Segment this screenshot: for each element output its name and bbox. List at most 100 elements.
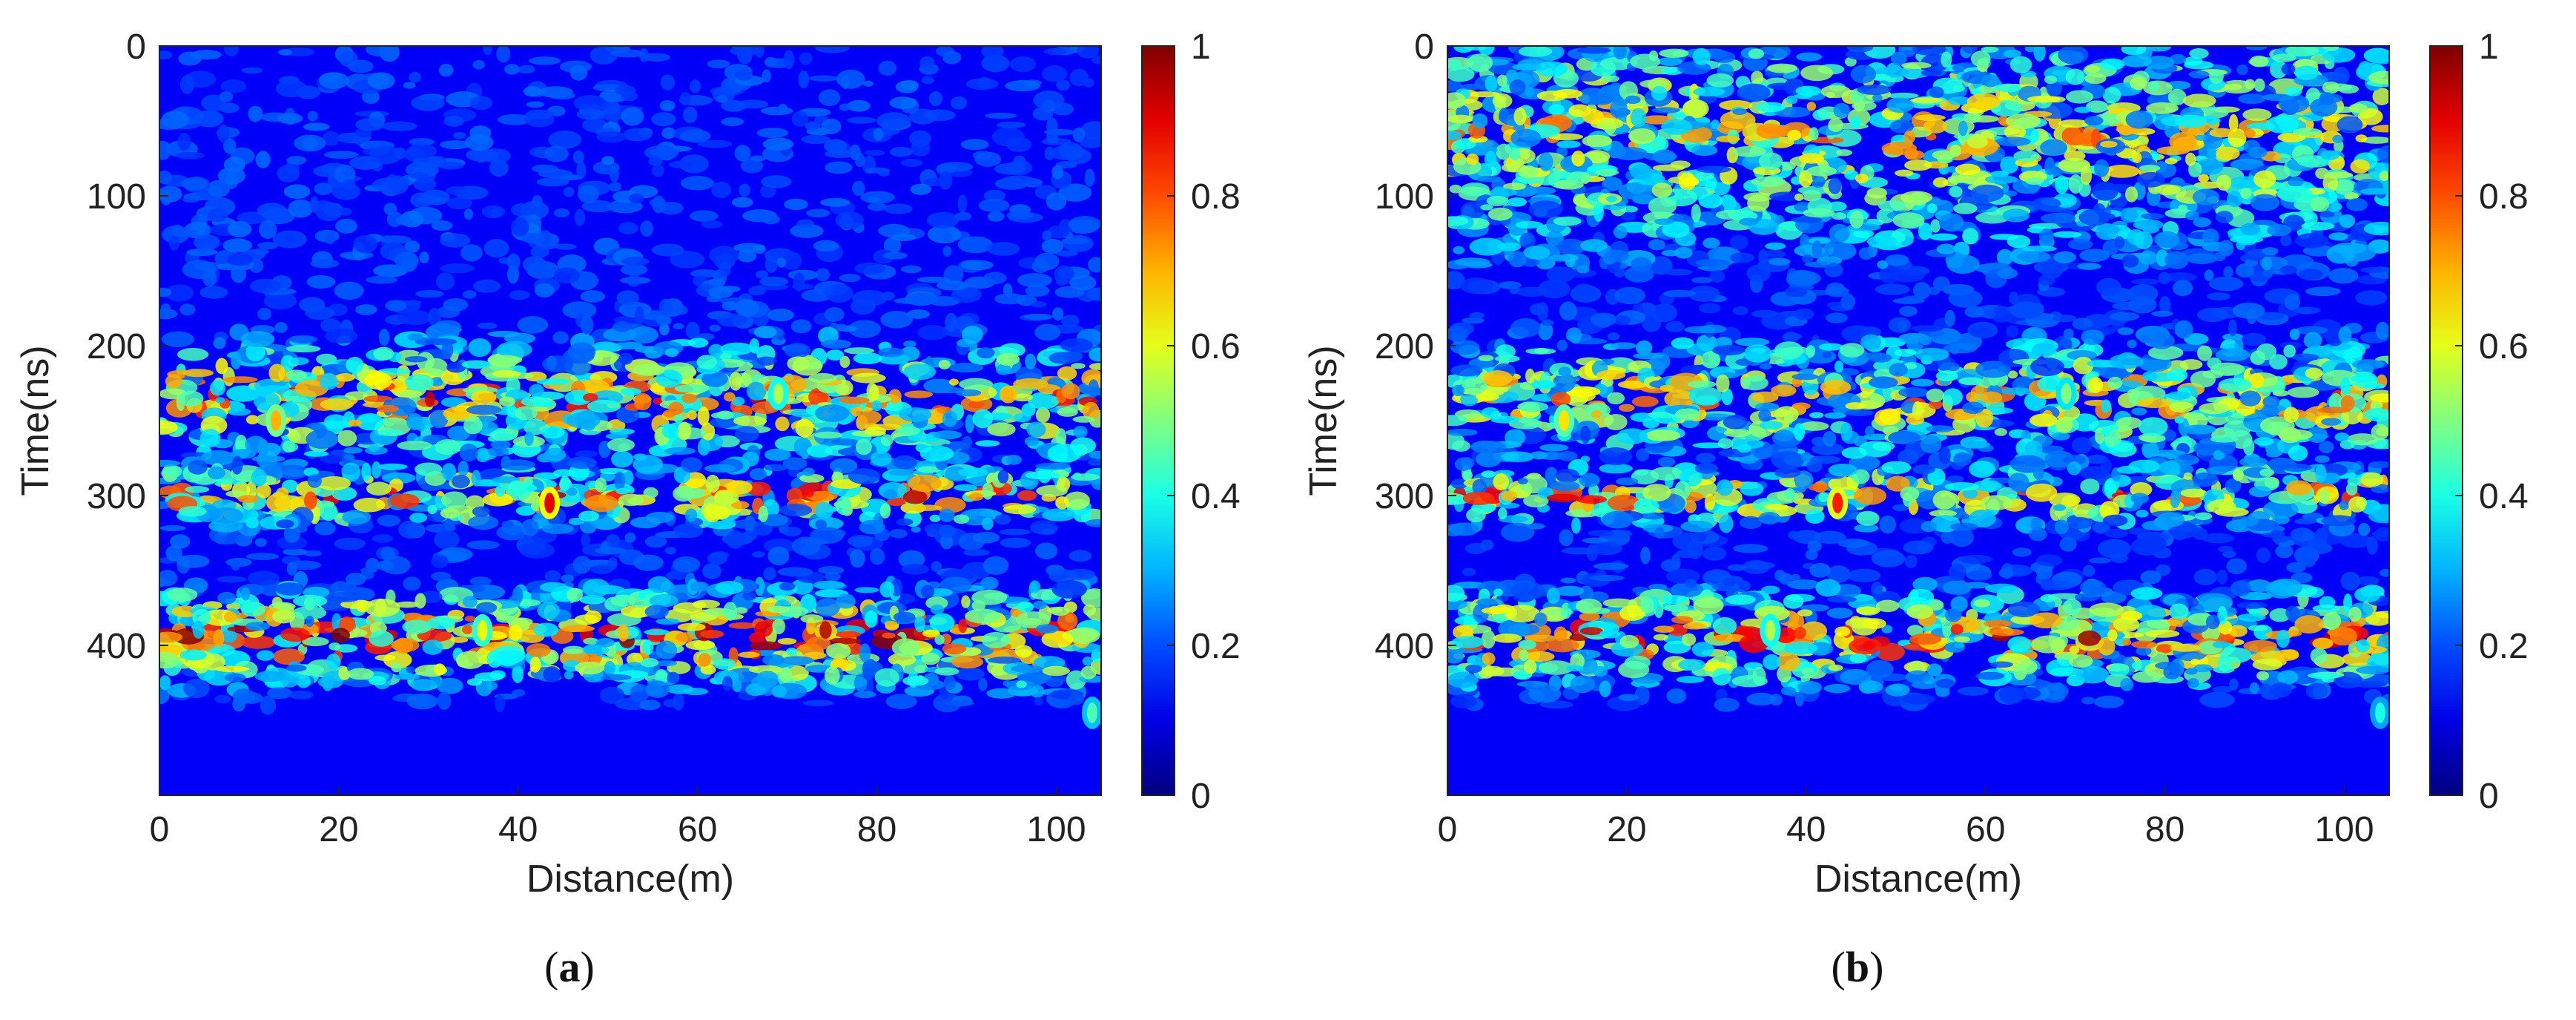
speckle [398, 520, 423, 539]
speckle [806, 636, 831, 651]
speckle [2245, 46, 2268, 50]
speckle [182, 260, 217, 280]
speckle [1809, 136, 1844, 144]
speckle [342, 179, 356, 190]
speckle [900, 265, 922, 274]
speckle [732, 679, 742, 693]
speckle [965, 78, 999, 90]
speckle [1087, 257, 1101, 273]
speckle [839, 103, 851, 111]
speckle [1042, 665, 1070, 677]
speckle [526, 643, 551, 657]
speckle [818, 89, 841, 107]
speckle [961, 595, 971, 608]
speckle [217, 591, 237, 605]
speckle [1800, 675, 1811, 683]
speckle [942, 410, 958, 427]
speckle [948, 363, 984, 373]
speckle [960, 139, 989, 151]
speckle [999, 528, 1031, 536]
speckle [1682, 622, 1706, 630]
speckle [730, 46, 761, 56]
speckle [2294, 233, 2329, 249]
speckle [334, 281, 364, 300]
speckle [2146, 46, 2171, 52]
speckle [995, 363, 1011, 375]
speckle [331, 486, 357, 501]
speckle [2028, 527, 2047, 542]
speckle [381, 472, 416, 484]
speckle [466, 148, 498, 162]
speckle [256, 650, 274, 661]
speckle [871, 400, 882, 412]
speckle [314, 182, 333, 195]
speckle [343, 454, 355, 461]
speckle [1887, 92, 1919, 99]
speckle [395, 216, 408, 226]
speckle [848, 468, 880, 484]
speckle [639, 700, 661, 711]
speckle [523, 418, 547, 435]
speckle [468, 338, 492, 358]
speckle [1447, 130, 1462, 140]
speckle [159, 420, 178, 435]
speckle [485, 281, 495, 292]
speckle [499, 396, 515, 407]
speckle [720, 342, 753, 355]
speckle [865, 611, 878, 628]
speckle [276, 464, 309, 479]
speckle [986, 688, 1017, 699]
speckle [532, 194, 543, 207]
speckle [759, 276, 788, 286]
speckle [850, 549, 865, 568]
speckle [1042, 230, 1052, 242]
speckle [648, 157, 663, 166]
speckle [740, 158, 764, 174]
speckle [435, 272, 455, 291]
speckle [2052, 231, 2081, 238]
speckle [742, 451, 759, 467]
speckle [2079, 249, 2110, 263]
speckle [721, 117, 744, 126]
speckle [469, 96, 493, 111]
speckle [364, 372, 392, 390]
colorbar-tick-label: 0.6 [1191, 327, 1241, 366]
speckle [288, 690, 314, 700]
heatmap-field [159, 46, 1101, 729]
speckle [562, 645, 585, 654]
speckle [1509, 283, 1520, 295]
speckle [624, 532, 636, 543]
speckle [1823, 683, 1851, 694]
speckle [1047, 225, 1070, 239]
speckle [487, 330, 521, 338]
speckle [644, 605, 669, 619]
speckle [1849, 455, 1880, 471]
speckle [936, 163, 957, 174]
speckle [552, 469, 575, 477]
speckle [704, 464, 736, 473]
speckle [703, 503, 722, 522]
speckle [608, 182, 622, 192]
speckle [1068, 216, 1101, 233]
speckle [178, 390, 204, 407]
speckle [424, 391, 435, 407]
speckle [286, 562, 297, 576]
speckle [880, 434, 894, 447]
speckle [573, 95, 607, 112]
speckle [914, 665, 929, 674]
speckle [2238, 93, 2266, 105]
speckle [464, 616, 476, 622]
speckle [477, 322, 498, 329]
speckle [847, 535, 873, 547]
speckle [929, 613, 955, 632]
speckle [902, 676, 929, 686]
speckle [1056, 79, 1070, 91]
speckle [2343, 346, 2363, 365]
speckle [900, 346, 920, 361]
speckle [533, 472, 560, 480]
speckle [1607, 332, 1619, 340]
speckle [1996, 249, 2013, 266]
speckle [748, 286, 767, 296]
speckle [1522, 186, 1556, 195]
speckle [738, 651, 760, 658]
